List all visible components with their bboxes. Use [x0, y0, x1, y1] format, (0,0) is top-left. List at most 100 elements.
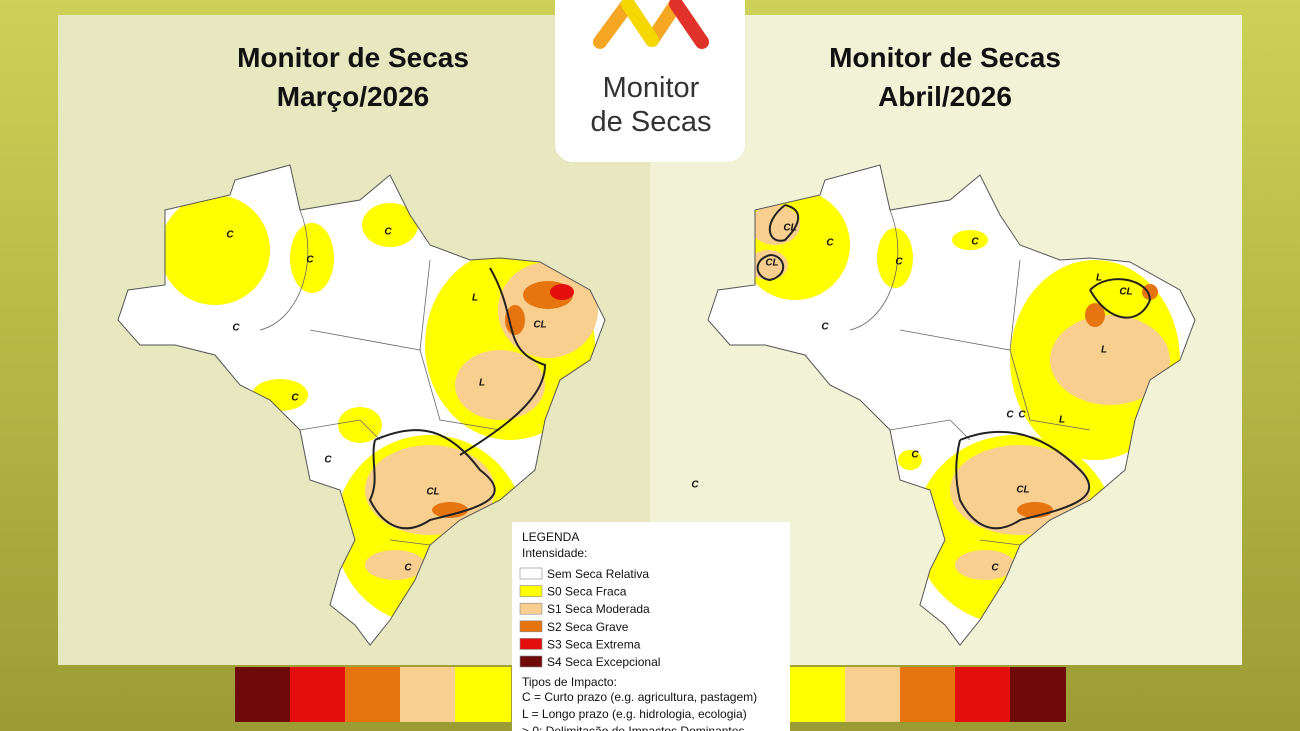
- drought-area: [898, 450, 922, 470]
- state-border: [1009, 349, 1091, 431]
- strip-segment: [400, 667, 456, 722]
- legend-swatch: [519, 638, 543, 650]
- legend-subtitle: Tipos de Impacto:: [522, 675, 617, 689]
- drought-area: [877, 228, 913, 288]
- legend-label: S1 Seca Moderada: [547, 602, 650, 616]
- legend-swatch: [519, 655, 543, 668]
- strip-segment: [455, 667, 511, 722]
- legend-label: S2 Seca Grave: [547, 620, 629, 634]
- impact-label: L: [472, 293, 478, 304]
- legend: LEGENDA Intensidade: Tipos de Impacto: S…: [512, 522, 790, 731]
- legend-swatch: [519, 585, 543, 597]
- legend-label: S4 Seca Excepcional: [547, 655, 660, 669]
- impact-label: C: [971, 237, 979, 248]
- impact-label: C: [324, 455, 332, 466]
- impact-boundary: [768, 204, 800, 242]
- drought-area: [338, 407, 382, 443]
- impact-label: L: [1101, 345, 1107, 356]
- logo-icon: [593, 0, 709, 49]
- drought-area: [955, 550, 1015, 580]
- map-title: Março/2026: [277, 81, 430, 112]
- logo-text: de Secas: [591, 106, 712, 138]
- legend-subtitle: Intensidade:: [522, 546, 587, 560]
- strip-segment: [235, 667, 291, 722]
- impact-boundary: [756, 254, 785, 282]
- state-border: [389, 539, 431, 546]
- legend-impact: L = Longo prazo (e.g. hidrologia, ecolog…: [522, 707, 747, 721]
- impact-label: C: [384, 227, 392, 238]
- drought-area: [290, 223, 334, 293]
- impact-label: L: [479, 378, 485, 389]
- map-title: Abril/2026: [878, 81, 1012, 112]
- country-outline: [117, 164, 606, 646]
- legend-swatch: [519, 602, 543, 615]
- impact-boundary: [459, 267, 547, 456]
- legend-label: S3 Seca Extrema: [547, 637, 641, 651]
- legend-label: Sem Seca Relativa: [547, 567, 649, 581]
- legend-impact: C = Curto prazo (e.g. agricultura, pasta…: [522, 690, 757, 704]
- impact-label: C: [895, 257, 903, 268]
- impact-label: C: [226, 230, 234, 241]
- impact-label: L: [1096, 273, 1102, 284]
- impact-label: CL: [533, 320, 546, 331]
- logo-stroke: [669, 0, 709, 49]
- impact-label: CL: [1016, 485, 1029, 496]
- drought-area: [455, 350, 545, 420]
- strip-segment: [345, 667, 401, 722]
- impact-label: C: [306, 255, 314, 266]
- drought-area: [505, 305, 525, 335]
- impact-label: C: [232, 323, 240, 334]
- impact-label: CL: [765, 258, 778, 269]
- impact-boundary: [955, 431, 1090, 530]
- drought-area: [365, 550, 425, 580]
- drought-area: [432, 502, 468, 518]
- state-border: [979, 539, 1021, 546]
- drought-area: [952, 230, 988, 250]
- state-border: [889, 419, 971, 441]
- drought-area: [1142, 284, 1158, 300]
- impact-boundary: [368, 429, 496, 530]
- legend-title: LEGENDA: [522, 530, 579, 544]
- impact-label: C: [691, 480, 699, 491]
- drought-area: [1050, 315, 1170, 405]
- strip-segment: [845, 667, 901, 722]
- legend-box: [512, 522, 790, 731]
- strip-segment: [290, 667, 346, 722]
- drought-area: [550, 284, 574, 300]
- impact-label: C: [404, 563, 412, 574]
- impact-label: C: [821, 322, 829, 333]
- impact-label: C: [911, 450, 919, 461]
- drought-area: [160, 195, 270, 305]
- map-title: Monitor de Secas: [829, 42, 1061, 73]
- impact-label: C: [1018, 410, 1026, 421]
- legend-swatch: [519, 620, 543, 633]
- drought-area: [1085, 303, 1105, 327]
- impact-boundary: [1089, 278, 1152, 319]
- strip-segment: [790, 667, 846, 722]
- drought-area: [362, 203, 418, 247]
- map-title: Monitor de Secas: [237, 42, 469, 73]
- impact-label: CL: [1119, 287, 1132, 298]
- legend-label: S0 Seca Fraca: [547, 585, 627, 599]
- state-border: [259, 209, 309, 331]
- strip-segment: [1010, 667, 1066, 722]
- impact-label: L: [1059, 415, 1065, 426]
- drought-area: [498, 262, 598, 358]
- state-border: [419, 349, 501, 431]
- impact-label: C: [291, 393, 299, 404]
- logo-stroke: [621, 0, 659, 47]
- state-border: [849, 209, 899, 331]
- legend-swatch: [519, 567, 543, 580]
- drought-area: [750, 205, 800, 245]
- impact-label: C: [1006, 410, 1014, 421]
- legend-impact: > 0: Delimitação de Impactos Dominantes: [522, 724, 744, 731]
- impact-label: CL: [426, 487, 439, 498]
- impact-label: CL: [783, 223, 796, 234]
- drought-area: [950, 445, 1090, 535]
- impact-label: C: [826, 238, 834, 249]
- state-border: [299, 419, 381, 441]
- strip-segment: [955, 667, 1011, 722]
